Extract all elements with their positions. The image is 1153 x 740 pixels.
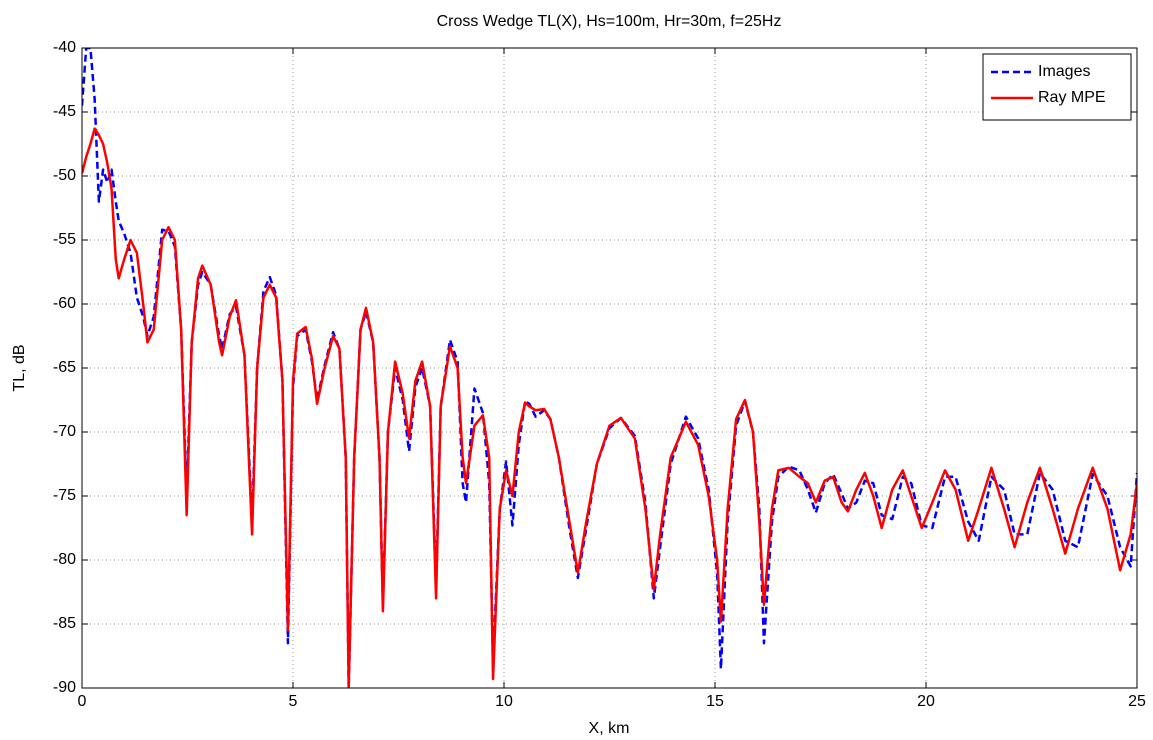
x-tick-label: 25 (1128, 693, 1146, 710)
y-tick-label: -45 (53, 103, 76, 120)
legend-box (982, 53, 1132, 121)
y-tick-label: -70 (53, 423, 76, 440)
series-line (82, 127, 1137, 688)
y-tick-label: -65 (53, 359, 76, 376)
chart-title: Cross Wedge TL(X), Hs=100m, Hr=30m, f=25… (437, 13, 782, 30)
y-tick-label: -90 (53, 679, 76, 696)
x-tick-label: 10 (495, 693, 513, 710)
y-tick-label: -50 (53, 167, 76, 184)
y-tick-label: -60 (53, 295, 76, 312)
x-tick-label: 20 (917, 693, 935, 710)
y-tick-label: -75 (53, 487, 76, 504)
x-tick-label: 15 (706, 693, 724, 710)
x-tick-label: 5 (289, 693, 298, 710)
legend-label: Ray MPE (1038, 89, 1106, 106)
legend-label: Images (1038, 63, 1090, 80)
y-tick-label: -40 (53, 39, 76, 56)
x-axis-label: X, km (589, 720, 630, 737)
x-tick-label: 0 (78, 693, 87, 710)
y-axis-label: TL, dB (11, 344, 28, 391)
y-tick-label: -85 (53, 615, 76, 632)
y-tick-label: -55 (53, 231, 76, 248)
plot-frame (81, 47, 1138, 689)
y-tick-label: -80 (53, 551, 76, 568)
